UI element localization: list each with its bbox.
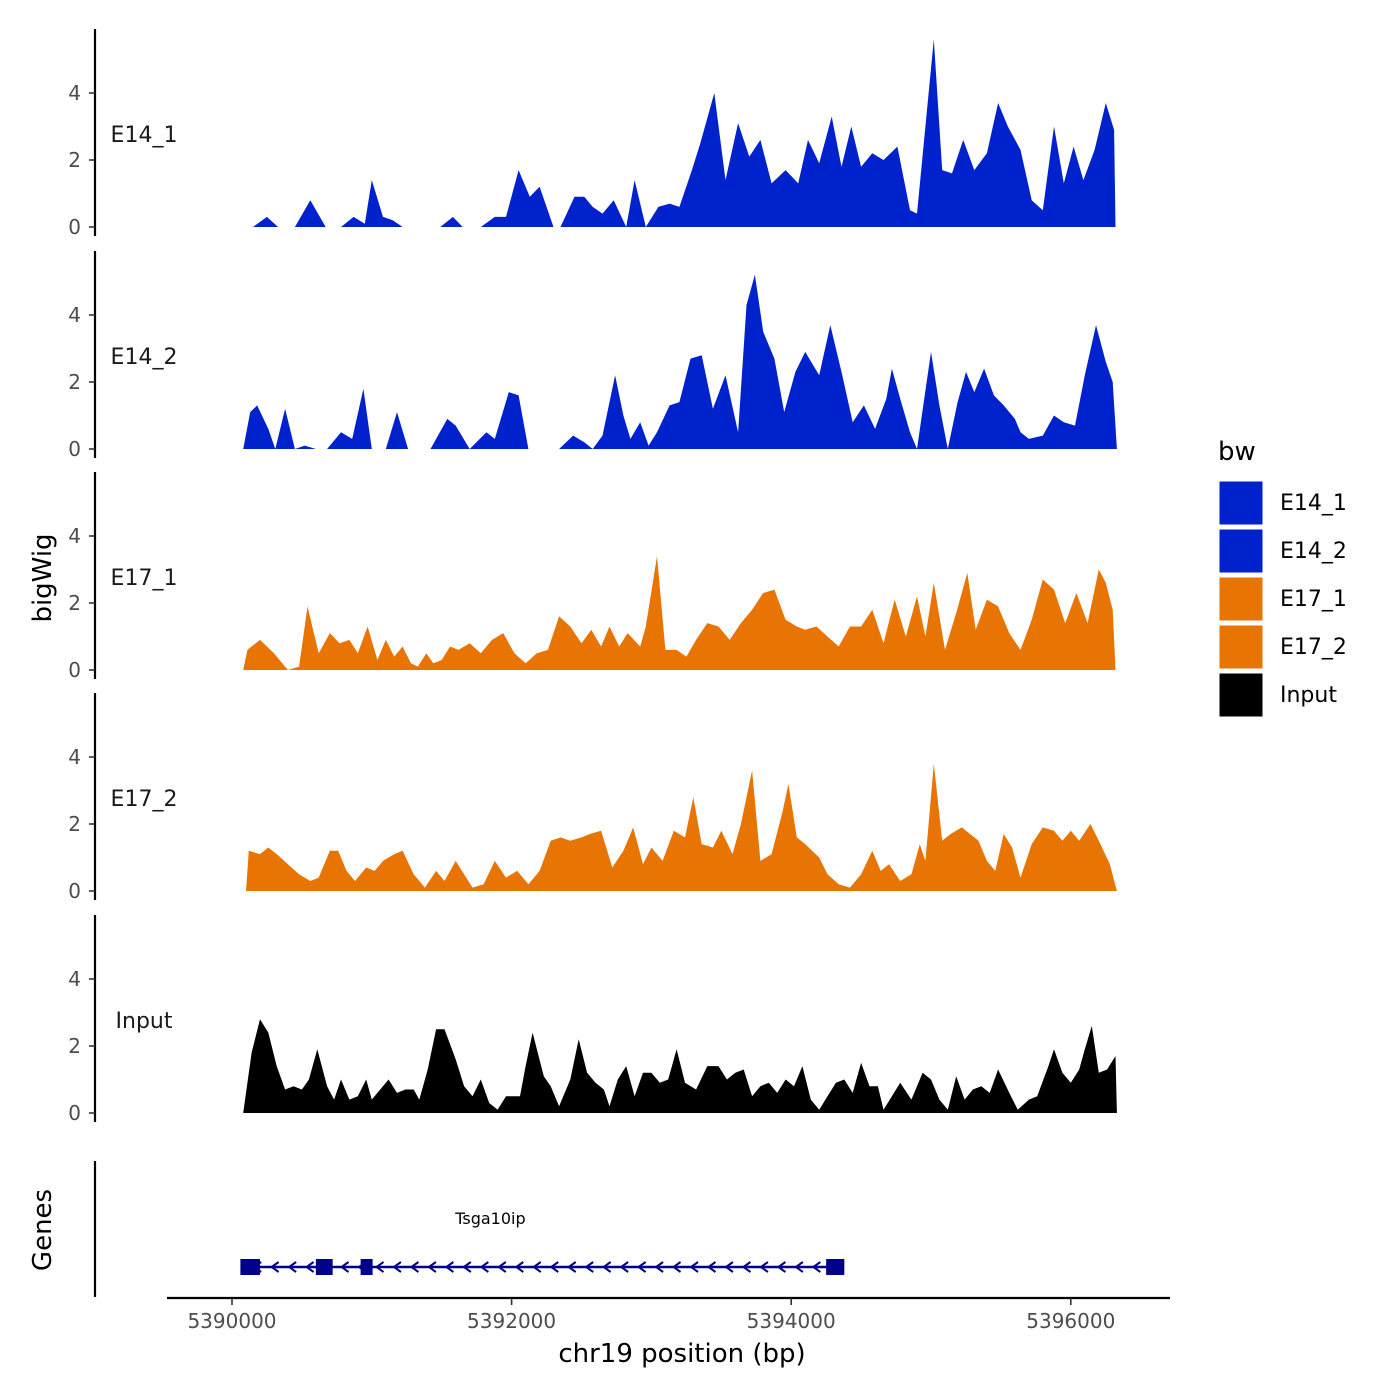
track-label-e14-1: E14_1 bbox=[111, 123, 178, 148]
track-e17-1: 0 2 4 E17_1 bbox=[68, 472, 1116, 682]
track-label-e14-2: E14_2 bbox=[111, 345, 178, 370]
track-e14-2: 0 2 4 E14_2 bbox=[68, 251, 1117, 461]
strand-arrow bbox=[584, 1261, 594, 1273]
strand-arrow bbox=[549, 1261, 559, 1273]
strand-arrow bbox=[339, 1261, 350, 1273]
exon-3 bbox=[360, 1259, 373, 1275]
strand-arrow bbox=[689, 1261, 699, 1273]
track-input: 0 2 4 Input bbox=[68, 915, 1117, 1125]
track-label-e17-2: E17_2 bbox=[111, 787, 178, 812]
strand-arrow bbox=[532, 1261, 542, 1273]
strand-arrow bbox=[392, 1261, 402, 1273]
strand-arrow bbox=[409, 1261, 420, 1273]
y-tick-label-e14-2-2: 2 bbox=[68, 370, 81, 394]
area-e14-1 bbox=[253, 39, 1116, 228]
x-axis-title: chr19 position (bp) bbox=[558, 1339, 805, 1369]
strand-arrow bbox=[444, 1261, 454, 1273]
y-tick-label-input-2: 2 bbox=[68, 1034, 81, 1058]
strand-arrow bbox=[374, 1261, 385, 1273]
exon-2 bbox=[315, 1259, 333, 1275]
strand-arrow bbox=[427, 1261, 437, 1273]
y-tick-label-e17-2-0: 0 bbox=[68, 879, 81, 903]
y-tick-label-e14-1-2: 2 bbox=[68, 148, 81, 172]
signal-tracks: 0 2 4 E14_1 0 2 4 E14_2 0 2 4 E17_1 0 2 4 E17_2 0 2 4 Input bbox=[68, 29, 1117, 1125]
strand-arrow bbox=[759, 1261, 769, 1273]
legend-label-e17-1: E17_1 bbox=[1280, 587, 1347, 612]
legend-label-e14-2: E14_2 bbox=[1280, 539, 1347, 564]
strand-arrow bbox=[269, 1261, 280, 1273]
strand-arrow bbox=[636, 1261, 647, 1273]
x-tick-label-5392000: 5392000 bbox=[467, 1309, 556, 1333]
legend-swatch-e17-1 bbox=[1218, 576, 1264, 622]
y-tick-label-e17-1-2: 2 bbox=[68, 591, 81, 615]
strand-arrow bbox=[724, 1261, 734, 1273]
y-tick-label-e14-1-0: 0 bbox=[68, 215, 81, 239]
strand-arrow bbox=[514, 1261, 524, 1273]
exon-1 bbox=[240, 1259, 260, 1275]
legend-swatch-input bbox=[1218, 672, 1264, 718]
y-tick-label-input-0: 0 bbox=[68, 1101, 81, 1125]
y-tick-label-e17-1-0: 0 bbox=[68, 658, 81, 682]
strand-arrow bbox=[794, 1261, 804, 1273]
area-e17-1 bbox=[243, 556, 1116, 670]
strand-arrow bbox=[776, 1261, 786, 1273]
area-e17-2 bbox=[246, 763, 1117, 891]
legend-label-e14-1: E14_1 bbox=[1280, 491, 1347, 516]
track-e17-2: 0 2 4 E17_2 bbox=[68, 693, 1117, 903]
x-tick-label-5390000: 5390000 bbox=[187, 1309, 276, 1333]
strand-arrow bbox=[741, 1261, 752, 1273]
x-tick-label-5396000: 5396000 bbox=[1026, 1309, 1115, 1333]
y-tick-label-input-4: 4 bbox=[68, 967, 81, 991]
strand-arrow bbox=[566, 1261, 577, 1273]
strand-arrow bbox=[287, 1261, 297, 1273]
y-axis-title: bigWig bbox=[28, 533, 58, 622]
track-label-e17-1: E17_1 bbox=[111, 566, 178, 591]
y-tick-label-e17-2-4: 4 bbox=[68, 745, 81, 769]
legend-label-e17-2: E17_2 bbox=[1280, 635, 1347, 660]
strand-arrow bbox=[462, 1261, 472, 1273]
gene-track: Tsga10ip bbox=[93, 1161, 845, 1297]
strand-arrow bbox=[479, 1261, 489, 1273]
track-label-input: Input bbox=[116, 1009, 173, 1034]
legend-swatch-e17-2 bbox=[1218, 624, 1264, 670]
y-tick-label-e17-1-4: 4 bbox=[68, 524, 81, 548]
track-e14-1: 0 2 4 E14_1 bbox=[68, 29, 1116, 239]
exon-4 bbox=[826, 1259, 845, 1275]
area-input bbox=[243, 1019, 1117, 1113]
legend-swatch-e14-2 bbox=[1218, 528, 1264, 574]
legend: bw E14_1 E14_2 E17_1 E17_2 Input bbox=[1218, 437, 1347, 718]
gene-label: Tsga10ip bbox=[454, 1209, 525, 1228]
y-tick-label-e14-2-4: 4 bbox=[68, 303, 81, 327]
strand-arrow bbox=[811, 1261, 821, 1273]
legend-swatch-e14-1 bbox=[1218, 480, 1264, 526]
y-tick-label-e14-1-4: 4 bbox=[68, 81, 81, 105]
strand-arrow bbox=[671, 1261, 682, 1273]
genes-axis-title: Genes bbox=[28, 1189, 58, 1271]
strand-arrow bbox=[304, 1261, 315, 1273]
strand-arrow bbox=[654, 1261, 664, 1273]
x-tick-label-5394000: 5394000 bbox=[747, 1309, 836, 1333]
strand-arrow bbox=[497, 1261, 507, 1273]
y-tick-label-e14-2-0: 0 bbox=[68, 437, 81, 461]
area-e14-2 bbox=[243, 274, 1117, 449]
legend-title: bw bbox=[1218, 437, 1256, 467]
strand-arrow bbox=[619, 1261, 629, 1273]
legend-label-input: Input bbox=[1280, 683, 1337, 708]
y-tick-label-e17-2-2: 2 bbox=[68, 812, 81, 836]
strand-arrow bbox=[706, 1261, 717, 1273]
strand-arrow bbox=[601, 1261, 612, 1273]
x-axis: 5390000 5392000 5394000 5396000 bbox=[167, 1296, 1170, 1333]
